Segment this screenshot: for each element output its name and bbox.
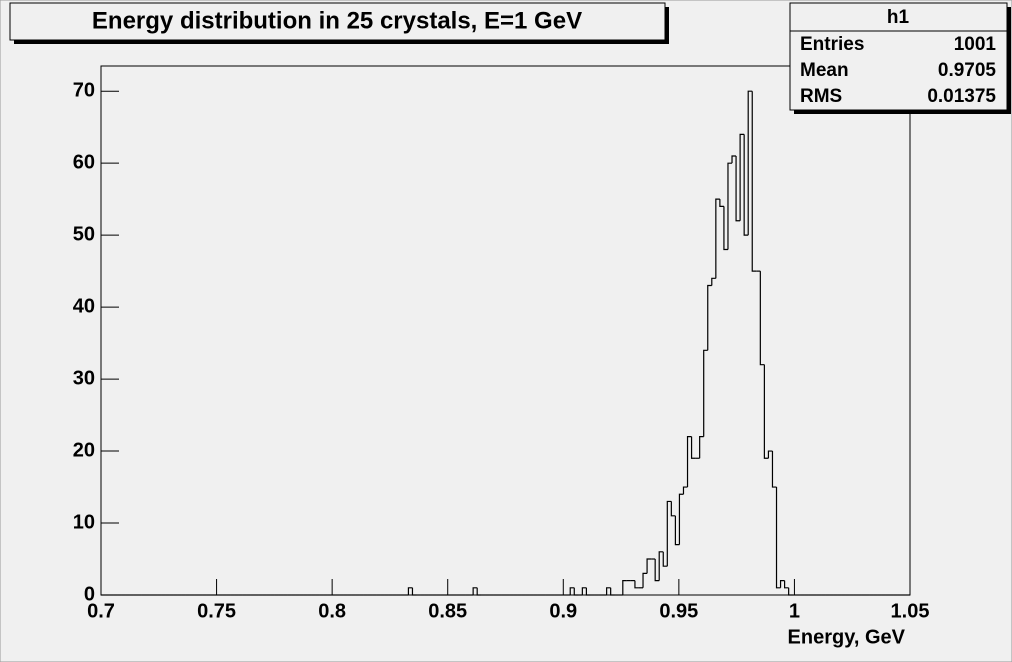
x-tick-label: 0.8: [318, 600, 346, 622]
histogram-bin: [739, 133, 745, 221]
stats-value: 1001: [954, 34, 997, 55]
histogram-bin: [727, 162, 733, 250]
histogram-bin: [662, 551, 668, 567]
histogram-bin: [788, 587, 793, 596]
histogram-bin: [634, 580, 639, 589]
histogram-bin: [784, 580, 789, 589]
histogram-bin: [610, 587, 615, 596]
histogram-bin: [581, 587, 587, 595]
histogram-bin: [678, 493, 684, 545]
histogram-bin: [731, 155, 737, 164]
histogram-bin: [573, 587, 579, 596]
histogram-bin: [690, 436, 696, 459]
stats-box: [789, 2, 1008, 111]
histogram-bin: [719, 199, 724, 207]
histogram-bin: [775, 487, 781, 589]
histogram-bin: [666, 500, 672, 567]
histogram-bin: [707, 284, 712, 351]
histogram-bin: [747, 90, 753, 236]
histogram-bin: [472, 587, 478, 595]
histogram-bin: [670, 501, 676, 517]
stats-value: 0.01375: [927, 86, 996, 107]
histogram-bin: [711, 277, 716, 286]
y-tick-label: 0: [84, 583, 95, 605]
histogram-bin: [699, 436, 704, 459]
histogram-bin: [723, 206, 728, 251]
histogram-bin: [763, 364, 769, 459]
y-tick-label: 50: [73, 223, 95, 245]
histogram-bin: [767, 450, 773, 459]
histogram-bin: [642, 572, 648, 588]
stats-label: Mean: [800, 60, 849, 81]
x-tick-label: 0.95: [659, 600, 698, 622]
histogram-bin: [606, 587, 611, 595]
x-tick-label: 0.75: [197, 600, 236, 622]
stats-label: RMS: [800, 86, 842, 107]
histogram-bin: [622, 580, 627, 595]
x-tick-label: 1.05: [891, 600, 930, 622]
x-tick-label: 0.9: [549, 600, 577, 622]
histogram-bin: [771, 451, 777, 488]
y-tick-label: 10: [73, 511, 95, 533]
stats-value: 0.9705: [938, 60, 997, 81]
histogram-bin: [743, 134, 749, 236]
histogram-bin: [682, 486, 688, 495]
x-tick-label: 1: [789, 600, 800, 622]
histogram-bin: [476, 587, 482, 596]
histogram-bin: [407, 587, 413, 595]
y-tick-label: 30: [73, 367, 95, 389]
y-tick-label: 40: [73, 295, 95, 317]
histogram-bin: [411, 587, 417, 596]
histogram-bin: [751, 91, 757, 272]
histogram-bin: [715, 198, 720, 279]
histogram-bin: [703, 349, 708, 437]
stats-title: h1: [887, 7, 910, 28]
histogram-bin: [759, 271, 765, 366]
x-tick-label: 0.7: [87, 600, 115, 622]
stats-label: Entries: [800, 34, 864, 55]
histogram-bin: [569, 587, 575, 595]
y-tick-label: 20: [73, 439, 95, 461]
histogram-bin: [658, 551, 664, 581]
histogram-bin: [646, 558, 652, 574]
histogram-bin: [779, 580, 785, 588]
histogram-bin: [674, 515, 680, 546]
y-tick-label: 60: [73, 151, 95, 173]
chart-title: Energy distribution in 25 crystals, E=1 …: [92, 7, 582, 34]
histogram-bin: [654, 559, 660, 582]
histogram-bin: [735, 155, 741, 222]
x-axis-label: Energy, GeV: [788, 626, 906, 648]
title-box: [9, 2, 666, 41]
y-tick-label: 70: [73, 79, 95, 101]
histogram-bin: [686, 436, 692, 488]
frame: [100, 65, 911, 596]
histogram-bin: [585, 587, 591, 596]
x-tick-label: 0.85: [428, 600, 467, 622]
